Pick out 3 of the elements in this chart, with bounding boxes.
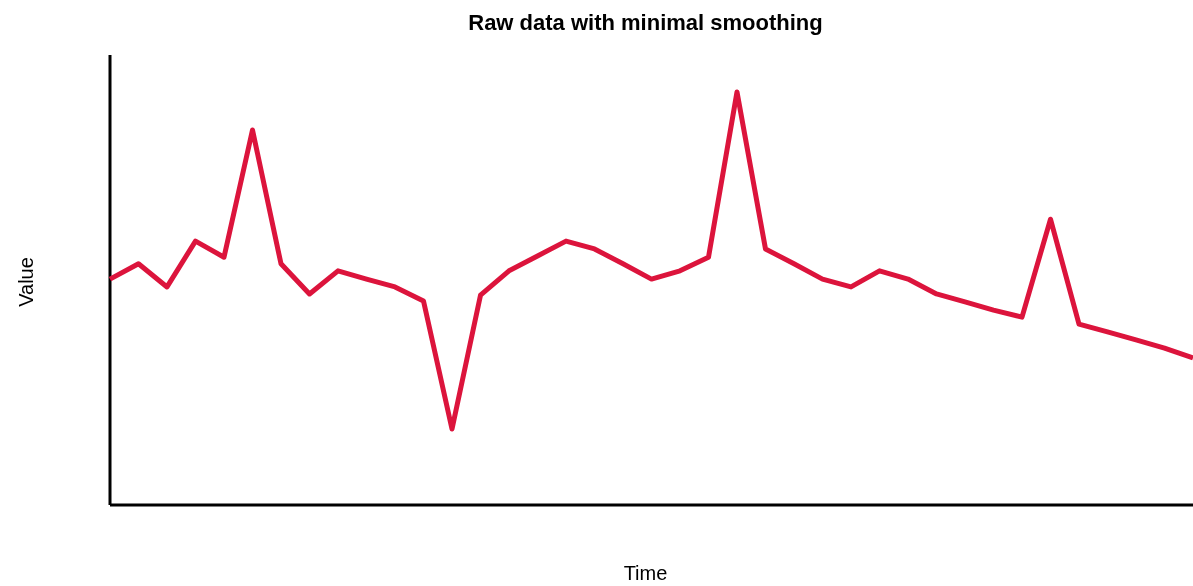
y-axis-title: Value xyxy=(15,257,37,307)
chart-title: Raw data with minimal smoothing xyxy=(468,10,823,35)
x-axis-title: Time xyxy=(623,562,668,584)
